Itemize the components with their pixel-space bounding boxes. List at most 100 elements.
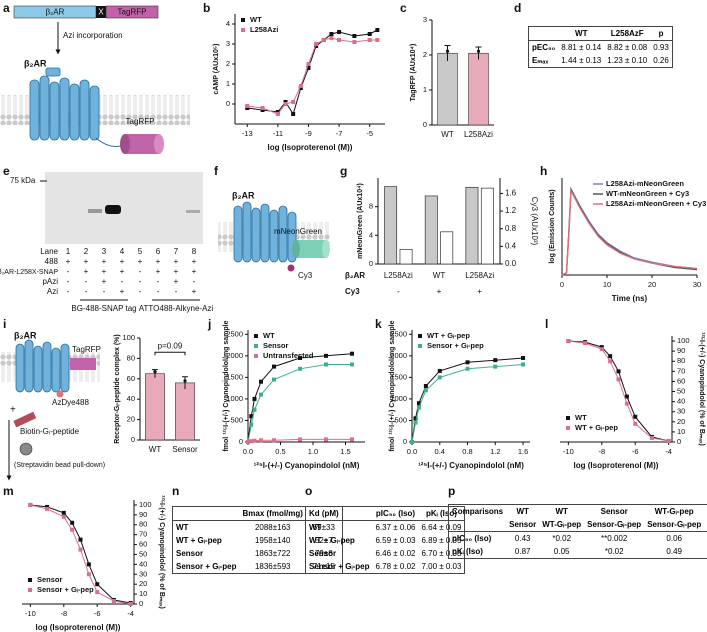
table-cell: 6.46 ± 0.02 xyxy=(375,549,416,558)
point xyxy=(493,364,498,369)
table-cell: Sensor xyxy=(309,549,337,558)
y-label: TagRFP (AUx10⁴) xyxy=(410,44,417,102)
receptor xyxy=(233,201,297,263)
point xyxy=(283,102,288,106)
gel-e: e 75 kDa xyxy=(3,164,203,244)
point xyxy=(249,439,254,444)
point xyxy=(633,414,638,419)
point xyxy=(616,377,621,382)
table-row: pIC₅₀ (Iso)0.43*0.02**0.0020.060.00050.1… xyxy=(449,532,707,546)
legend-label: WT xyxy=(263,331,275,340)
y-tick-label: 70 xyxy=(139,530,147,539)
legend-label: Untransfected xyxy=(263,351,314,360)
header-cell: Comparisons xyxy=(452,507,504,516)
y-tick-label: 40 xyxy=(139,559,147,568)
legend-swatch xyxy=(566,416,570,420)
condition: - xyxy=(121,277,124,286)
peptide-label: Biotin-Gᵢ-peptide xyxy=(20,427,80,436)
point xyxy=(45,506,50,511)
point xyxy=(337,38,342,42)
row-label: Cy3 xyxy=(345,287,360,296)
header-cell: WT xyxy=(555,507,568,516)
x-tick-label: 0.0 xyxy=(407,447,417,456)
panel-label: m xyxy=(3,484,14,498)
x-tick-label: 30 xyxy=(693,280,701,289)
data-table: pIC₅₀ (Iso) pKᵢ (Iso) WT 6.37 ± 0.06 6.64 ± … xyxy=(305,506,466,574)
table-cell: 69±33 xyxy=(312,523,335,532)
dot xyxy=(445,49,450,53)
point xyxy=(633,421,638,426)
table-cell: 0.93 xyxy=(653,43,669,52)
condition: - xyxy=(139,267,142,276)
header-cell xyxy=(528,26,559,41)
y-label: log (Emission Counts) xyxy=(549,189,556,263)
y-tick-label: 3 xyxy=(226,39,230,48)
bar xyxy=(145,373,165,441)
step-label: Azi incorporation xyxy=(63,31,123,40)
point xyxy=(61,510,66,515)
point xyxy=(352,34,357,38)
condition: - xyxy=(67,267,70,276)
table-cell: 0.87 xyxy=(514,547,531,556)
x-tick-label: WT xyxy=(441,130,454,139)
point xyxy=(465,366,470,371)
condition: - xyxy=(139,277,142,286)
y-tick-label: 60 xyxy=(127,374,135,383)
y-label: mNeonGreen (AUx10⁴) xyxy=(357,183,364,259)
error-bar xyxy=(182,376,188,389)
header-cell: Sensor xyxy=(600,507,628,516)
condition: + xyxy=(192,287,197,296)
header-cell: Sensor-Gᵢ-pep xyxy=(704,518,707,532)
table-cell: *0.02 xyxy=(552,534,572,543)
x-label: log (Isoproterenol (M)) xyxy=(268,143,353,152)
point xyxy=(608,354,613,359)
point xyxy=(298,437,302,442)
condition: - xyxy=(193,277,196,286)
series-line xyxy=(247,364,352,443)
point xyxy=(350,437,354,442)
point xyxy=(252,407,257,412)
donor-label: mNeonGreen xyxy=(274,227,322,236)
row-label: Lane xyxy=(40,247,58,256)
acceptor-dot xyxy=(287,264,295,272)
table-row: Sensor 6.46 ± 0.02 6.70 ± 0.03 xyxy=(306,547,465,560)
x-tick-label: 20 xyxy=(648,280,656,289)
y-tick-label: 70 xyxy=(677,366,685,375)
peptide-rod xyxy=(13,411,37,428)
y2-tick-label: 0.0 xyxy=(505,259,517,268)
condition: + xyxy=(84,267,89,276)
y-tick-label: 8 xyxy=(369,202,373,211)
point xyxy=(416,401,421,406)
table-cell: WT + Gᵢ-pep xyxy=(309,536,355,545)
condition: + xyxy=(102,277,107,286)
table-cell: 6.64 ± 0.09 xyxy=(421,523,462,532)
y-tick-label: 0 xyxy=(369,259,373,268)
condition: + xyxy=(156,267,161,276)
table-cell: 6.59 ± 0.03 xyxy=(375,536,416,545)
header-cell xyxy=(305,506,373,521)
plus: + xyxy=(10,405,16,416)
x-tick-label: -7 xyxy=(336,129,343,138)
point xyxy=(314,42,319,46)
table-cell: 71±15 xyxy=(312,562,335,571)
point xyxy=(252,396,257,401)
point xyxy=(329,36,334,40)
point xyxy=(259,379,263,384)
y-tick-label: 500 xyxy=(230,415,243,424)
bar xyxy=(465,186,479,265)
point xyxy=(291,100,296,104)
y-label: ¹²⁵I-(+/-) Cyanopindolol (% of Bₘₐₓ) xyxy=(698,332,705,446)
point xyxy=(95,590,100,595)
y-tick-label: 3 xyxy=(423,15,427,24)
point xyxy=(352,40,357,44)
y-tick-label: 4 xyxy=(369,230,373,239)
table-cell: 0.05 xyxy=(553,547,570,556)
bracket xyxy=(154,351,186,356)
series-line xyxy=(247,353,353,443)
y2-tick-label: 1.6 xyxy=(505,189,517,198)
x-tick-label: 0.0 xyxy=(243,447,253,456)
header-cell: Sensor-Gᵢ-pep xyxy=(584,518,645,532)
